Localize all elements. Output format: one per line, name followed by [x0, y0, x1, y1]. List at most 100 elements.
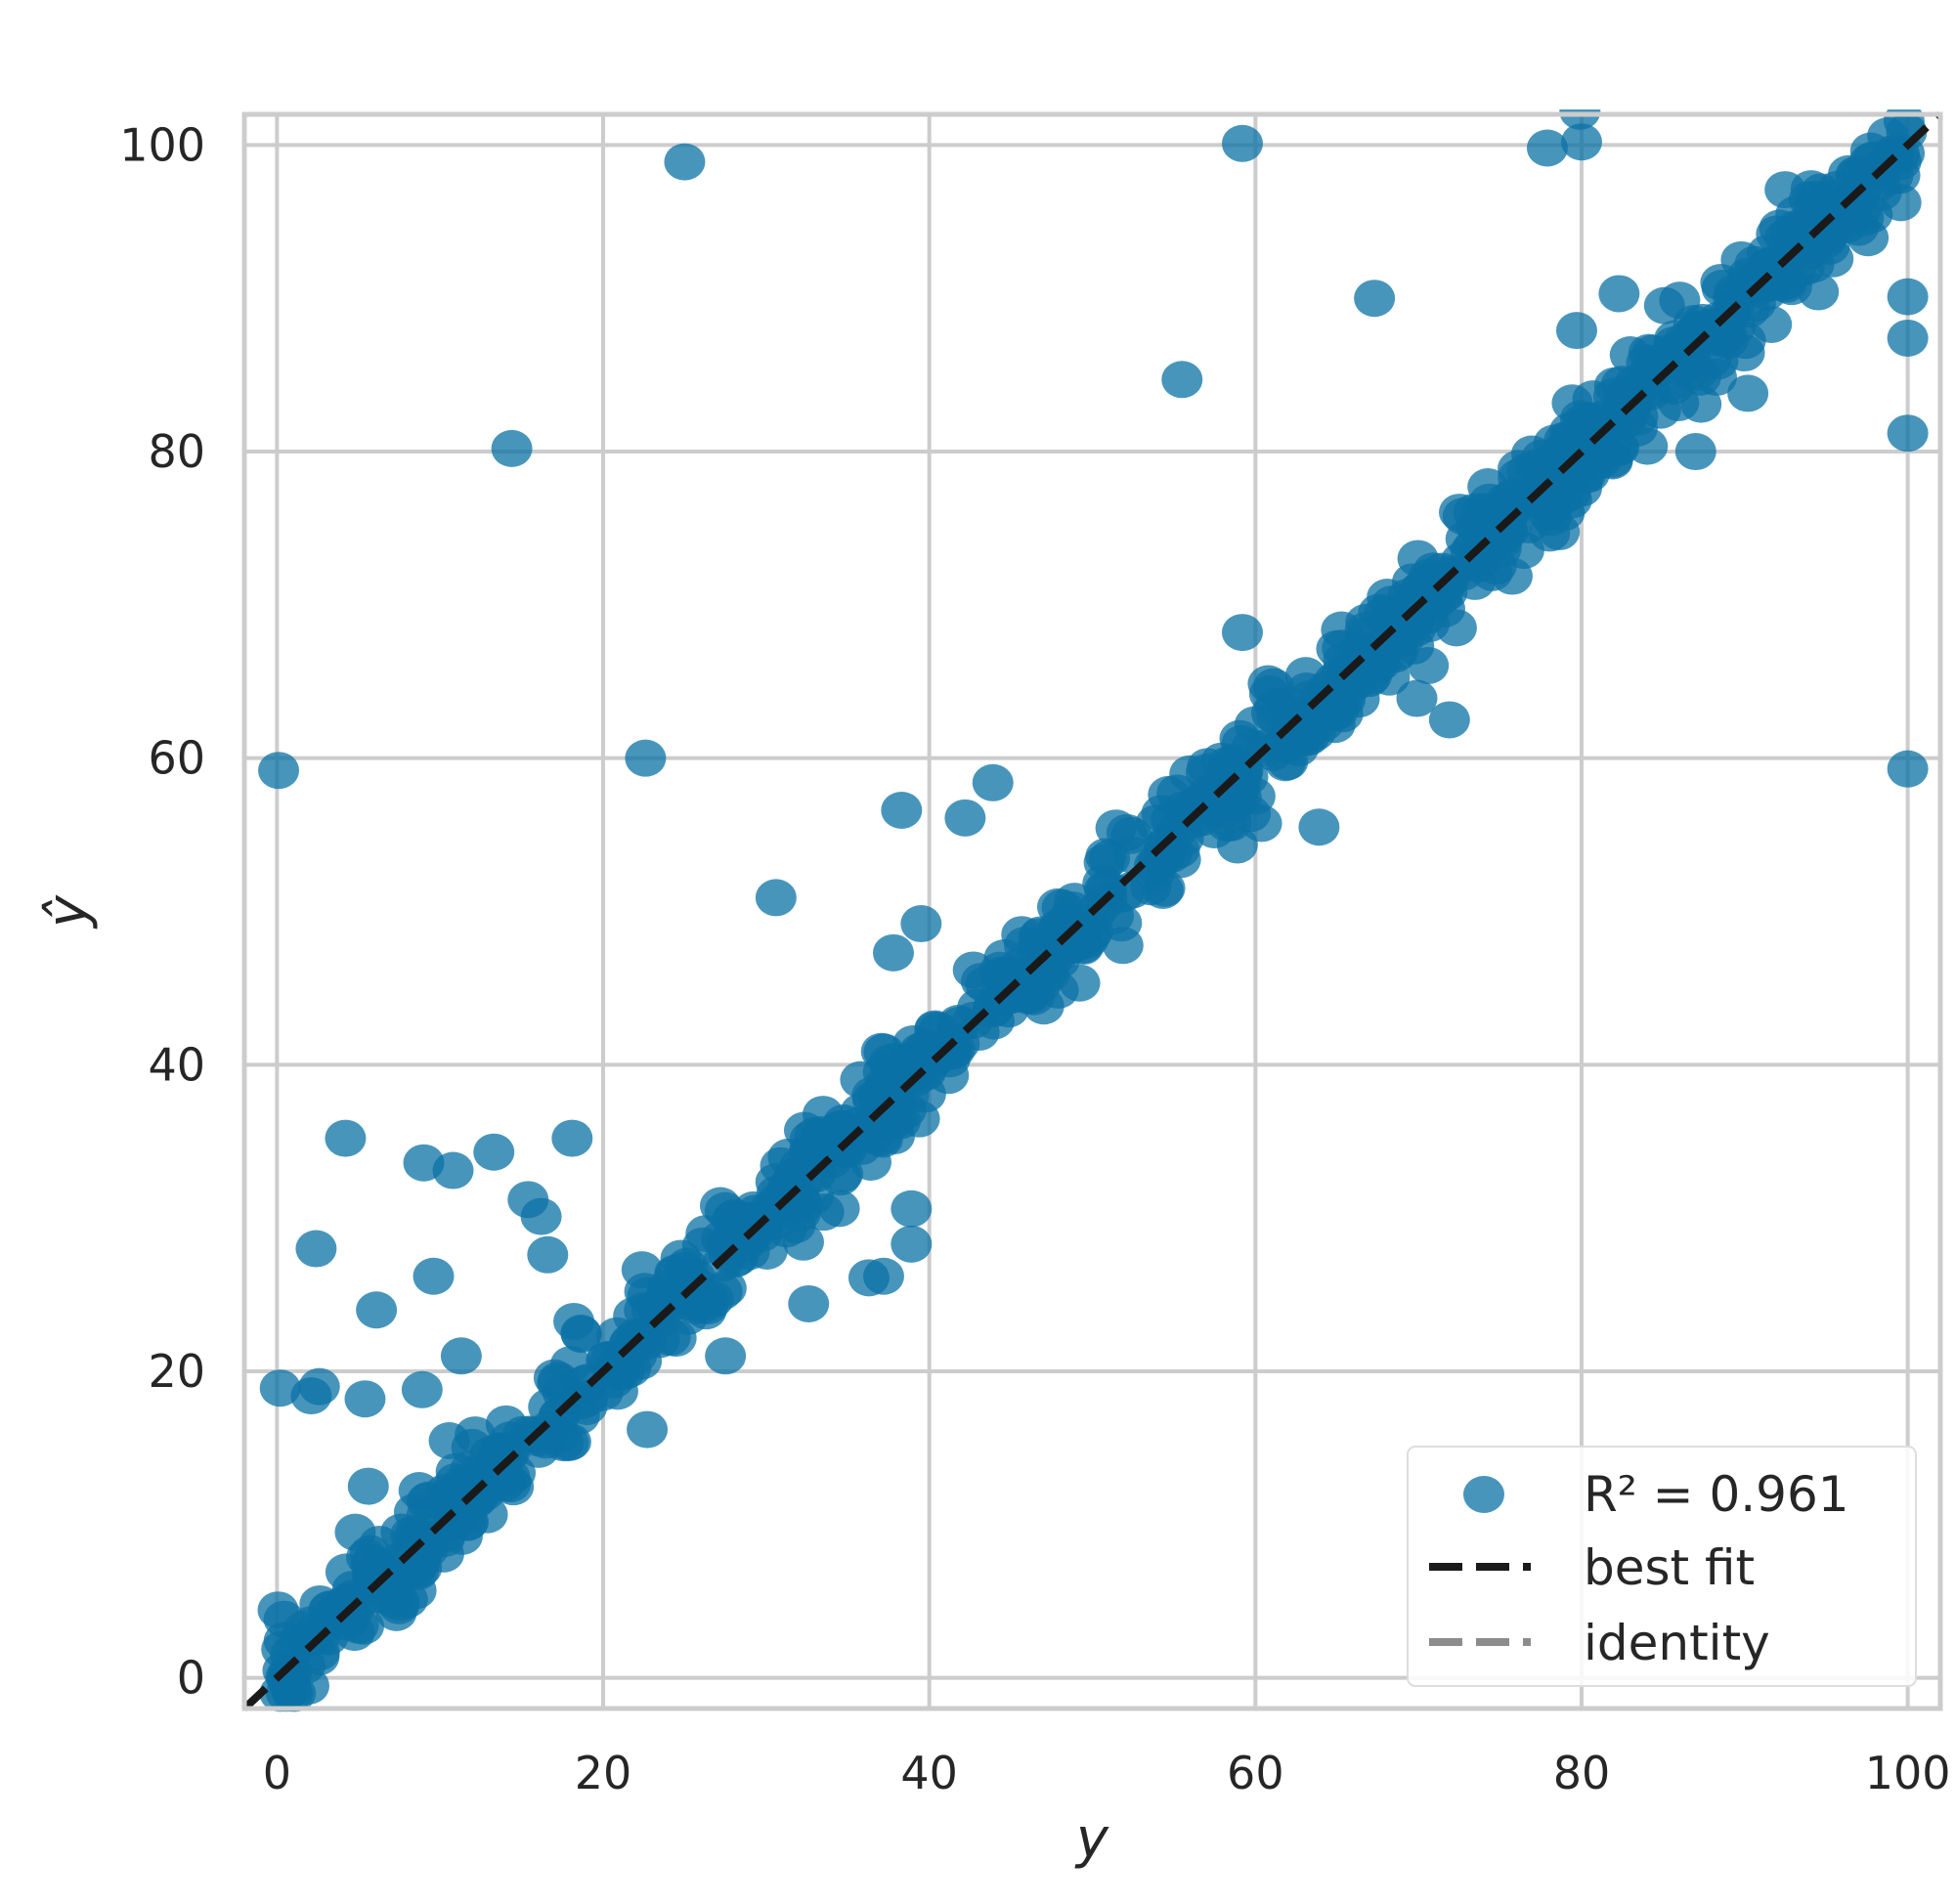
outlier-point-38 [1887, 750, 1929, 788]
outlier-point-13 [440, 1337, 482, 1375]
x-tick-label-1: 20 [575, 1747, 632, 1799]
y-tick-label-5: 100 [119, 118, 205, 171]
y-tick-label-3: 60 [148, 732, 205, 785]
scatter-point-891 [856, 1103, 898, 1141]
scatter-point-893 [1194, 788, 1236, 826]
scatter-point-419 [1798, 273, 1840, 311]
outlier-point-35 [1560, 123, 1602, 161]
outlier-point-20 [625, 739, 667, 777]
scatter-point-715 [863, 1033, 905, 1071]
y-tick-label-1: 20 [148, 1345, 205, 1398]
outlier-point-33 [1354, 280, 1396, 318]
outlier-point-50 [627, 1410, 669, 1449]
outlier-point-47 [1674, 433, 1716, 471]
outlier-point-21 [755, 879, 797, 917]
outlier-point-49 [788, 1284, 830, 1322]
legend-r2-label: R² = 0.961 [1584, 1466, 1849, 1523]
outlier-point-28 [891, 1190, 933, 1228]
legend-box [1407, 1446, 1917, 1687]
scatter-point-896 [1756, 215, 1798, 253]
tick-labels: 0 20 40 60 80 100 0 20 40 60 80 100 [119, 118, 1950, 1799]
scatter-point-834 [1793, 245, 1835, 283]
outlier-point-3 [298, 1367, 340, 1406]
outlier-point-26 [872, 933, 914, 972]
outlier-point-11 [413, 1257, 455, 1295]
scatter-point-758 [1609, 336, 1651, 374]
x-tick-label-2: 40 [900, 1747, 958, 1799]
outlier-point-16 [527, 1235, 569, 1274]
y-tick-label-4: 80 [148, 425, 205, 478]
scatter-point-890 [529, 1410, 571, 1449]
outlier-point-44 [1555, 312, 1597, 350]
scatter-point-745 [1101, 904, 1143, 942]
outlier-point-32 [1221, 124, 1263, 162]
outlier-point-25 [900, 905, 942, 943]
scatter-point-892 [1037, 913, 1079, 951]
outlier-point-27 [891, 1225, 933, 1263]
scatter-point-877 [1311, 680, 1353, 718]
outlier-point-9 [432, 1151, 474, 1190]
scatter-point-780 [270, 1635, 312, 1673]
scatter-point-876 [309, 1590, 351, 1628]
scatter-point-879 [1408, 646, 1450, 684]
outlier-point-4 [295, 1230, 337, 1268]
outlier-point-19 [664, 143, 706, 181]
scatter-point-776 [755, 1163, 797, 1201]
fit-lines [241, 111, 1943, 1711]
outlier-point-52 [334, 1513, 376, 1551]
scatter-point-870 [1351, 657, 1393, 695]
x-tick-label-3: 60 [1227, 1747, 1284, 1799]
outlier-point-30 [847, 1259, 890, 1297]
scatter-point-899 [704, 1191, 746, 1230]
scatter-point-810 [1247, 665, 1289, 703]
outlier-point-17 [551, 1119, 593, 1157]
scatter-point-889 [822, 1155, 864, 1193]
y-tick-label-0: 0 [177, 1652, 205, 1705]
legend: R² = 0.961 best fit identity [1407, 1446, 1917, 1687]
scatter-point-390 [782, 1223, 824, 1261]
outlier-point-1 [259, 1369, 301, 1407]
outlier-point-15 [520, 1197, 562, 1235]
x-axis-label: y [1074, 1807, 1109, 1871]
y-tick-label-2: 40 [148, 1038, 205, 1091]
outlier-point-31 [1161, 361, 1203, 399]
outlier-point-24 [972, 763, 1014, 801]
outlier-point-37 [1887, 414, 1929, 453]
scatter-point-878 [1391, 584, 1433, 623]
plot-frame [241, 111, 1943, 1711]
outlier-point-48 [1298, 808, 1340, 846]
outlier-point-51 [705, 1337, 747, 1375]
outlier-point-7 [356, 1291, 398, 1329]
scatter-point-746 [803, 1193, 845, 1232]
scatter-point-842 [1082, 864, 1124, 902]
scatter-point-796 [466, 1495, 508, 1534]
legend-identity-label: identity [1584, 1615, 1770, 1671]
outlier-point-39 [1887, 319, 1929, 357]
scatter-point-894 [714, 1240, 756, 1278]
scatter-point-717 [553, 1302, 595, 1340]
scatter-point-554 [428, 1422, 470, 1460]
outlier-point-12 [401, 1370, 443, 1408]
scatter-point-816 [1531, 498, 1573, 537]
outlier-point-43 [1396, 679, 1438, 717]
outlier-point-45 [1598, 275, 1640, 313]
scatter-point-806 [370, 1579, 413, 1618]
legend-best-fit-label: best fit [1584, 1539, 1755, 1596]
best-fit-line [241, 111, 1943, 1711]
scatter-point-886 [1424, 589, 1466, 627]
scatter-point-802 [1022, 987, 1064, 1025]
scatter-point-865 [1156, 774, 1198, 812]
outlier-point-53 [347, 1467, 389, 1505]
outlier-point-6 [344, 1380, 386, 1418]
scatter-point-844 [1570, 431, 1612, 469]
scatter-point-797 [1880, 184, 1922, 222]
outlier-point-18 [491, 429, 533, 467]
scatter-point-812 [1322, 629, 1364, 668]
x-tick-label-5: 100 [1865, 1747, 1951, 1799]
scatter-point-624 [1095, 809, 1137, 847]
y-axis-label: ŷ [36, 894, 100, 930]
x-tick-label-4: 80 [1553, 1747, 1611, 1799]
outlier-point-34 [1526, 129, 1568, 167]
x-tick-label-0: 0 [263, 1747, 291, 1799]
